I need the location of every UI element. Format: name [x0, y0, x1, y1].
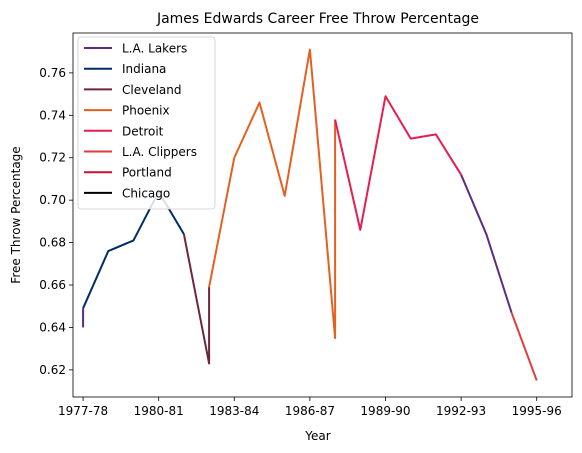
series-line-l-a-clippers [510, 312, 538, 381]
y-tick-label: 0.76 [39, 66, 66, 80]
series-line-phoenix [208, 48, 337, 340]
legend-label-phoenix: Phoenix [122, 104, 170, 118]
chart-title: James Edwards Career Free Throw Percenta… [156, 11, 479, 27]
legend-label-l-a-lakers: L.A. Lakers [122, 42, 187, 56]
x-axis-label: Year [304, 429, 330, 443]
y-tick-label: 0.72 [39, 151, 66, 165]
x-tick-label: 1980-81 [134, 404, 184, 418]
series-line-segment-1 [460, 174, 513, 313]
x-axis: 1977-78 1980-81 1983-84 1986-87 1989-90 1992-… [58, 397, 562, 418]
legend-label-cleveland: Cleveland [122, 83, 182, 97]
y-axis: 0.62 0.64 0.66 0.68 0.70 0.72 0.74 0.76 [39, 66, 73, 377]
series-line-cleveland [182, 233, 211, 365]
x-tick-label: 1995-96 [512, 404, 562, 418]
legend-label-portland: Portland [122, 166, 172, 180]
plot-lines [82, 48, 538, 381]
x-tick-label: 1992-93 [436, 404, 486, 418]
y-tick-label: 0.74 [39, 108, 66, 122]
legend-box [77, 36, 216, 210]
y-axis-label: Free Throw Percentage [9, 146, 23, 283]
x-tick-label: 1989-90 [360, 404, 410, 418]
legend-label-indiana: Indiana [122, 62, 166, 76]
legend-label-chicago: Chicago [122, 186, 170, 200]
y-tick-label: 0.64 [39, 320, 66, 334]
legend-label-l-a-clippers: L.A. Clippers [122, 145, 197, 159]
y-tick-label: 0.70 [39, 193, 66, 207]
x-tick-label: 1983-84 [209, 404, 259, 418]
x-tick-label: 1986-87 [285, 404, 335, 418]
x-tick-label: 1977-78 [58, 404, 108, 418]
legend: L.A. Lakers Indiana Cleveland Phoenix Detroi… [77, 36, 216, 210]
plot-frame [72, 32, 573, 398]
y-tick-label: 0.62 [39, 363, 66, 377]
series-line-detroit [334, 95, 462, 231]
legend-label-detroit: Detroit [122, 124, 164, 138]
y-tick-label: 0.66 [39, 278, 66, 292]
y-tick-label: 0.68 [39, 236, 66, 250]
